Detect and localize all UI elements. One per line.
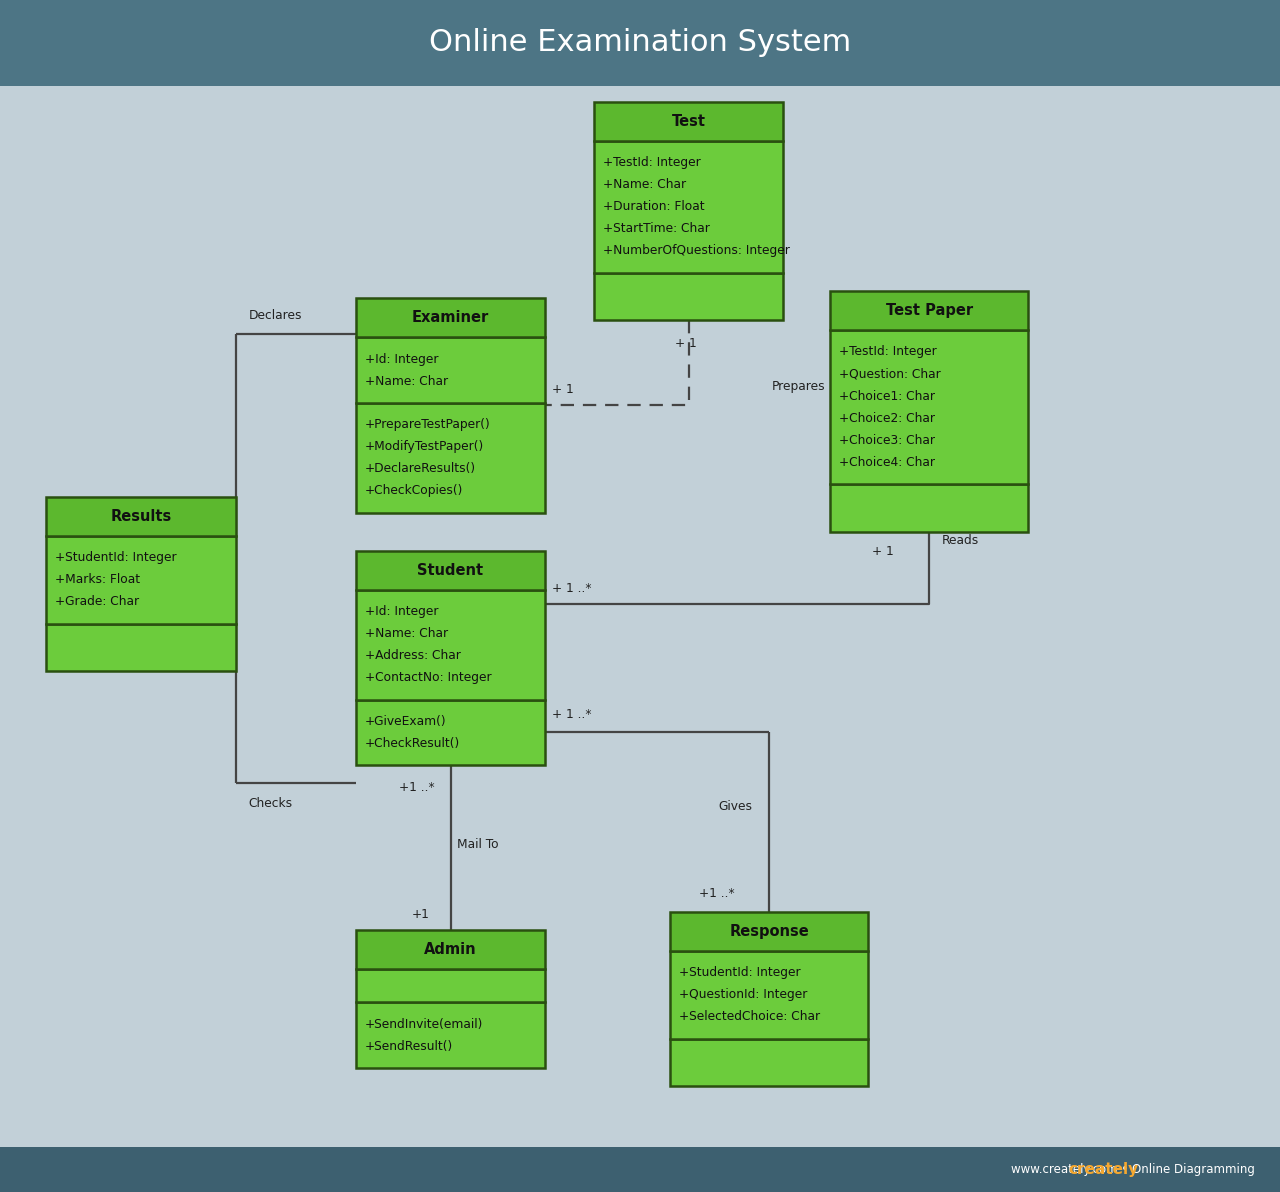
Text: +Choice2: Char: +Choice2: Char <box>840 411 934 424</box>
Text: +Duration: Float: +Duration: Float <box>603 200 704 213</box>
Bar <box>0 1147 1280 1192</box>
Bar <box>46 623 236 671</box>
Bar <box>46 497 236 536</box>
Text: +Name: Char: +Name: Char <box>365 374 448 387</box>
Bar <box>356 700 545 765</box>
Bar <box>356 403 545 513</box>
Text: +Grade: Char: +Grade: Char <box>55 596 140 608</box>
Bar <box>594 101 783 141</box>
Text: +StudentId: Integer: +StudentId: Integer <box>678 967 801 979</box>
Text: Test: Test <box>672 113 705 129</box>
Bar <box>356 298 545 337</box>
Text: + 1 ..*: + 1 ..* <box>552 583 591 596</box>
Bar <box>356 551 545 590</box>
Text: www.creately.com • Online Diagramming: www.creately.com • Online Diagramming <box>1010 1163 1254 1175</box>
Text: +PrepareTestPaper(): +PrepareTestPaper() <box>365 418 490 432</box>
Text: Test Paper: Test Paper <box>886 303 973 318</box>
Text: +Name: Char: +Name: Char <box>603 179 686 191</box>
Text: Mail To: Mail To <box>457 838 499 851</box>
Bar <box>671 1038 869 1086</box>
Text: Declares: Declares <box>248 310 302 323</box>
Text: +StudentId: Integer: +StudentId: Integer <box>55 552 177 564</box>
Text: +Address: Char: +Address: Char <box>365 650 461 663</box>
Bar <box>46 536 236 623</box>
Text: +TestId: Integer: +TestId: Integer <box>840 346 937 359</box>
Text: +1 ..*: +1 ..* <box>699 887 735 900</box>
Text: +CheckResult(): +CheckResult() <box>365 737 460 750</box>
Text: +SendInvite(email): +SendInvite(email) <box>365 1018 483 1031</box>
Text: +SendResult(): +SendResult() <box>365 1039 453 1053</box>
Text: + 1: + 1 <box>872 546 893 559</box>
Text: creately: creately <box>1069 1162 1139 1177</box>
Text: +QuestionId: Integer: +QuestionId: Integer <box>678 988 808 1001</box>
Bar <box>829 484 1029 532</box>
Text: +Id: Integer: +Id: Integer <box>365 606 438 619</box>
Text: +Name: Char: +Name: Char <box>365 627 448 640</box>
Text: +ContactNo: Integer: +ContactNo: Integer <box>365 671 492 684</box>
Bar <box>356 590 545 700</box>
Text: +1: +1 <box>412 908 430 921</box>
Text: +Choice4: Char: +Choice4: Char <box>840 455 934 468</box>
Text: +Marks: Float: +Marks: Float <box>55 573 141 586</box>
Bar <box>356 1002 545 1068</box>
Bar <box>0 0 1280 86</box>
Text: Gives: Gives <box>718 800 753 813</box>
Bar <box>829 291 1029 330</box>
Bar <box>594 273 783 321</box>
Text: +GiveExam(): +GiveExam() <box>365 715 447 728</box>
Text: Examiner: Examiner <box>412 310 489 325</box>
Text: Reads: Reads <box>942 534 979 547</box>
Text: + 1 ..*: + 1 ..* <box>552 708 591 721</box>
Text: +1 ..*: +1 ..* <box>399 782 435 795</box>
Text: +Choice1: Char: +Choice1: Char <box>840 390 934 403</box>
Text: Response: Response <box>730 924 809 939</box>
Bar <box>356 969 545 1002</box>
Text: Checks: Checks <box>248 797 292 811</box>
Text: +Id: Integer: +Id: Integer <box>365 353 438 366</box>
Text: Results: Results <box>110 509 172 524</box>
Text: +StartTime: Char: +StartTime: Char <box>603 223 709 235</box>
Text: +ModifyTestPaper(): +ModifyTestPaper() <box>365 440 484 453</box>
Text: Online Examination System: Online Examination System <box>429 29 851 57</box>
Bar <box>671 951 869 1038</box>
Bar <box>356 930 545 969</box>
Bar <box>829 330 1029 484</box>
Text: + 1: + 1 <box>676 336 696 349</box>
Text: +TestId: Integer: +TestId: Integer <box>603 156 700 169</box>
Text: +DeclareResults(): +DeclareResults() <box>365 462 476 476</box>
Text: +Choice3: Char: +Choice3: Char <box>840 434 934 447</box>
Bar <box>356 337 545 403</box>
Text: +NumberOfQuestions: Integer: +NumberOfQuestions: Integer <box>603 244 790 257</box>
Text: +CheckCopies(): +CheckCopies() <box>365 484 463 497</box>
Text: +Question: Char: +Question: Char <box>840 367 941 380</box>
Bar <box>594 141 783 273</box>
Text: Admin: Admin <box>424 942 477 957</box>
Bar <box>671 912 869 951</box>
Text: Student: Student <box>417 563 484 578</box>
Text: Prepares: Prepares <box>772 380 826 393</box>
Text: +SelectedChoice: Char: +SelectedChoice: Char <box>678 1011 820 1023</box>
Text: + 1: + 1 <box>552 384 573 397</box>
